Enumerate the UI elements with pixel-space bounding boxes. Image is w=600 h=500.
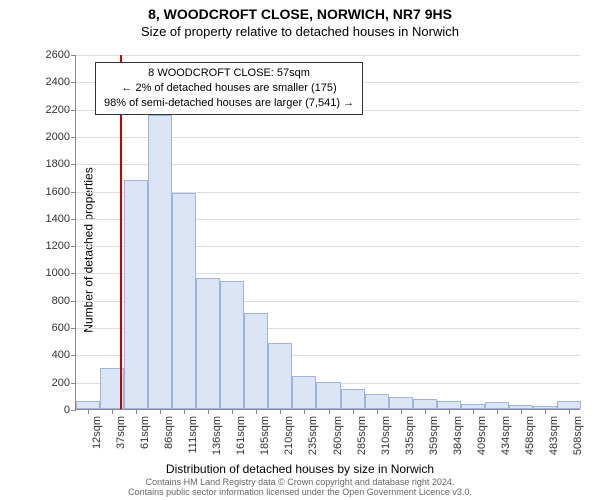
x-tick-label: 285sqm xyxy=(356,416,368,455)
y-tick-label: 1600 xyxy=(30,186,70,198)
x-axis-label: Distribution of detached houses by size … xyxy=(0,462,600,476)
bar xyxy=(389,397,413,409)
y-tick-label: 600 xyxy=(30,322,70,334)
y-tick-label: 2000 xyxy=(30,131,70,143)
x-tick-label: 61sqm xyxy=(139,416,151,449)
x-tick-label: 37sqm xyxy=(115,416,127,449)
x-tick-label: 235sqm xyxy=(307,416,319,455)
footer-line: Contains public sector information licen… xyxy=(0,488,600,498)
x-tick-label: 86sqm xyxy=(163,416,175,449)
x-tick-label: 458sqm xyxy=(524,416,536,455)
x-tick-label: 111sqm xyxy=(187,416,199,454)
title-line-2: Size of property relative to detached ho… xyxy=(0,24,600,39)
bar xyxy=(244,313,268,409)
bar xyxy=(413,399,437,409)
y-tick-label: 1200 xyxy=(30,240,70,252)
bar xyxy=(557,401,581,409)
info-line: 8 WOODCROFT CLOSE: 57sqm xyxy=(104,66,354,81)
bar xyxy=(292,376,316,409)
bar xyxy=(148,115,172,409)
y-tick-label: 1800 xyxy=(30,158,70,170)
bar xyxy=(124,180,148,409)
bar xyxy=(341,389,365,409)
chart-container: 8, WOODCROFT CLOSE, NORWICH, NR7 9HS Siz… xyxy=(0,0,600,500)
y-tick-label: 2200 xyxy=(30,104,70,116)
bar xyxy=(365,394,389,409)
x-tick-label: 335sqm xyxy=(404,416,416,455)
bar xyxy=(316,382,340,409)
y-tick-label: 1400 xyxy=(30,213,70,225)
bar xyxy=(76,401,100,409)
y-tick-label: 2600 xyxy=(30,49,70,61)
bar xyxy=(437,401,461,409)
gridline xyxy=(76,55,580,56)
x-tick-label: 508sqm xyxy=(572,416,584,455)
x-tick-label: 185sqm xyxy=(259,416,271,455)
x-tick-label: 384sqm xyxy=(452,416,464,455)
x-tick-label: 161sqm xyxy=(235,416,247,455)
bar xyxy=(485,402,509,409)
info-line: ← 2% of detached houses are smaller (175… xyxy=(104,81,354,96)
x-tick-label: 359sqm xyxy=(428,416,440,455)
x-tick-label: 12sqm xyxy=(91,416,103,449)
bar xyxy=(172,193,196,409)
y-tick-label: 200 xyxy=(30,377,70,389)
x-tick-label: 434sqm xyxy=(500,416,512,455)
x-tick-label: 210sqm xyxy=(283,416,295,455)
x-tick-label: 483sqm xyxy=(548,416,560,455)
y-tick-label: 0 xyxy=(30,404,70,416)
x-tick-label: 409sqm xyxy=(476,416,488,455)
y-tick-label: 400 xyxy=(30,349,70,361)
footer: Contains HM Land Registry data © Crown c… xyxy=(0,478,600,498)
x-tick-label: 136sqm xyxy=(211,416,223,455)
x-tick-label: 260sqm xyxy=(332,416,344,455)
y-tick-label: 800 xyxy=(30,295,70,307)
bar xyxy=(220,281,244,409)
y-tick-label: 1000 xyxy=(30,267,70,279)
info-line: 98% of semi-detached houses are larger (… xyxy=(104,96,354,111)
bar xyxy=(268,343,292,409)
bar xyxy=(196,278,220,409)
x-tick-label: 310sqm xyxy=(380,416,392,455)
title-line-1: 8, WOODCROFT CLOSE, NORWICH, NR7 9HS xyxy=(0,6,600,22)
info-box: 8 WOODCROFT CLOSE: 57sqm ← 2% of detache… xyxy=(95,62,363,115)
y-tick-label: 2400 xyxy=(30,76,70,88)
